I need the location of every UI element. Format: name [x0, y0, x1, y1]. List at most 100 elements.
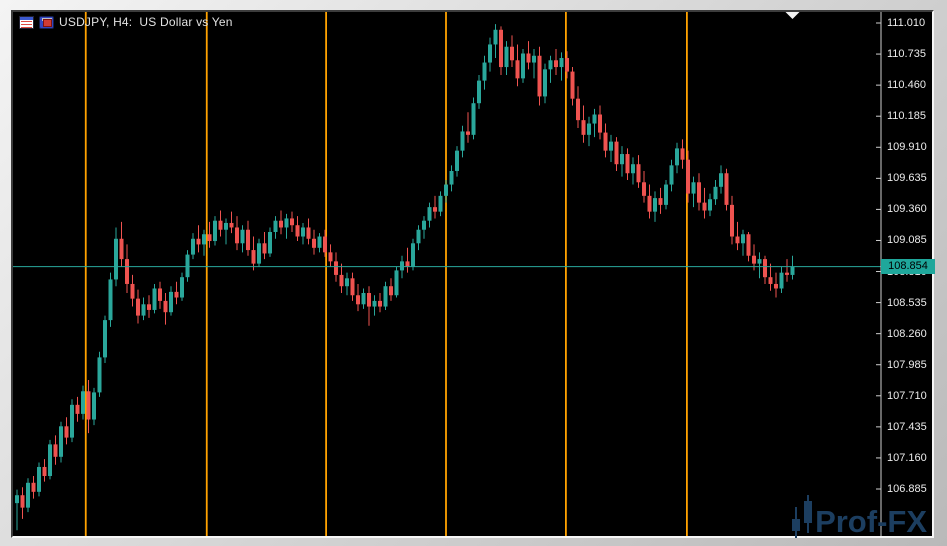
- chart-window-icon[interactable]: [39, 15, 54, 29]
- candle-body: [554, 60, 558, 68]
- price-axis-label: 107.985: [887, 358, 927, 371]
- candle-body: [730, 204, 734, 237]
- candle-body: [482, 62, 487, 81]
- candle-body: [70, 404, 74, 438]
- price-axis-label: 107.160: [887, 451, 927, 464]
- candle-body: [757, 259, 762, 264]
- candle-body: [433, 207, 437, 212]
- candle-body: [114, 238, 118, 280]
- candle-body: [405, 261, 410, 268]
- candle-body: [20, 495, 25, 508]
- candle-body: [15, 495, 19, 504]
- candle-body: [147, 304, 151, 310]
- candle-body: [251, 250, 256, 264]
- candle-body: [477, 80, 481, 104]
- candle-body: [262, 243, 267, 254]
- candle-body: [669, 165, 674, 185]
- plot-area[interactable]: USDJPY, H4: US Dollar vs Yen 111.010 110.…: [13, 12, 935, 539]
- candle-body: [449, 170, 454, 185]
- candle-body: [708, 199, 712, 211]
- candle-body: [620, 154, 624, 165]
- candle-body: [103, 320, 107, 358]
- candle-body: [136, 298, 140, 316]
- current-price-badge: 108.854: [881, 259, 935, 275]
- candle-body: [372, 300, 377, 307]
- candle-body: [196, 238, 201, 245]
- price-axis-label: 108.535: [887, 296, 927, 309]
- candle-body: [350, 278, 355, 296]
- candlestick-chart[interactable]: [13, 12, 932, 536]
- candle-body: [504, 46, 509, 68]
- candle-body: [229, 222, 234, 228]
- candle-body: [422, 220, 426, 230]
- candle-body: [532, 55, 536, 63]
- price-axis-label: 106.885: [887, 483, 927, 495]
- candle-body: [125, 259, 129, 284]
- watermark: Prof-FX: [789, 493, 927, 539]
- candle-body: [686, 159, 690, 194]
- candle-body: [92, 392, 96, 420]
- candle-body: [526, 53, 531, 63]
- candle-body: [290, 218, 294, 226]
- candle-body: [515, 60, 520, 79]
- price-axis-label: 107.710: [887, 389, 927, 402]
- candle-body: [460, 131, 465, 151]
- candle-body: [312, 238, 316, 248]
- candle-body: [240, 229, 245, 244]
- candle-body: [609, 141, 613, 151]
- price-axis-label: 109.910: [887, 141, 927, 154]
- price-axis-label: 111.010: [887, 17, 926, 29]
- candle-body: [444, 184, 448, 196]
- candle-body: [400, 261, 404, 271]
- candle-body: [455, 150, 459, 171]
- candle-body: [361, 292, 366, 305]
- candle-body: [268, 231, 272, 254]
- candle-body: [697, 182, 701, 203]
- candle-body: [174, 291, 179, 298]
- candle-body: [658, 198, 663, 205]
- candle-body: [598, 114, 602, 133]
- candle-body: [37, 466, 41, 492]
- candle-body: [642, 182, 646, 196]
- price-axis-label: 109.085: [887, 234, 927, 247]
- candle-body: [284, 218, 289, 228]
- candle-body: [246, 229, 250, 251]
- candle-body: [735, 236, 740, 244]
- candle-body: [746, 234, 751, 256]
- candle-body: [169, 291, 173, 313]
- candle-body: [471, 103, 476, 135]
- candle-body: [235, 227, 239, 244]
- candle-body: [323, 236, 327, 253]
- price-axis-label: 110.185: [887, 110, 926, 123]
- candle-body: [614, 141, 619, 165]
- candle-body: [389, 286, 393, 296]
- candle-body: [279, 220, 283, 228]
- candle-body: [499, 29, 503, 68]
- candle-body: [427, 207, 432, 221]
- candle-body: [191, 238, 195, 255]
- candle-body: [785, 272, 789, 275]
- candle-body: [416, 229, 421, 244]
- candle-body: [59, 426, 63, 457]
- candle-body: [675, 148, 679, 166]
- candle-body: [565, 58, 569, 72]
- candle-body: [394, 270, 399, 296]
- candle-body: [724, 173, 729, 205]
- price-axis-label: 110.460: [887, 79, 926, 92]
- candle-body: [257, 243, 261, 264]
- quotes-table-icon[interactable]: [19, 15, 34, 29]
- candle-body: [345, 278, 349, 287]
- candle-body: [631, 164, 635, 174]
- candle-body: [647, 195, 652, 212]
- candle-body: [581, 120, 586, 135]
- candle-body: [53, 444, 58, 457]
- candle-body: [691, 182, 696, 194]
- candle-body: [163, 300, 168, 313]
- candle-body: [152, 288, 157, 310]
- chart-shift-marker[interactable]: [785, 12, 800, 19]
- candle-body: [26, 482, 30, 508]
- candle-body: [438, 195, 443, 212]
- candle-body: [548, 60, 553, 70]
- candle-body: [383, 286, 388, 307]
- candle-body: [339, 274, 344, 287]
